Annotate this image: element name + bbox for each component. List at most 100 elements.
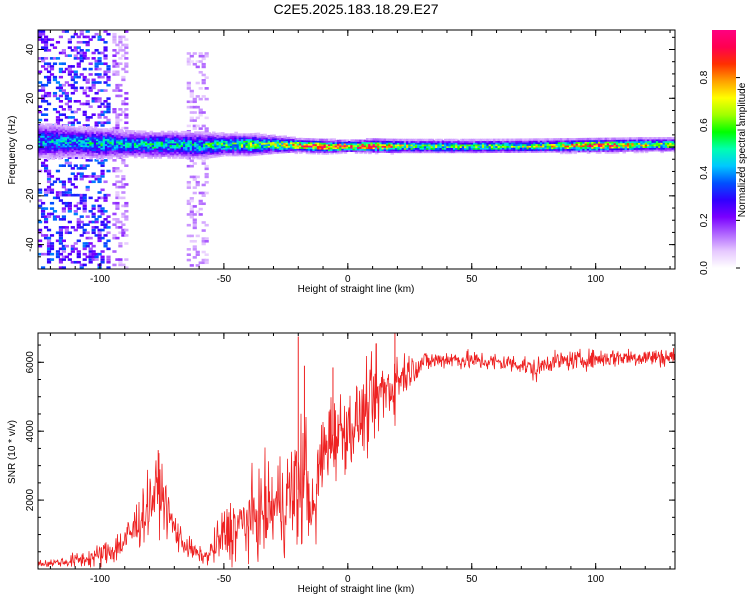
spectrogram-cell	[186, 87, 191, 90]
spectrogram-cell	[192, 256, 197, 259]
spectrogram-cell	[147, 152, 151, 156]
spectrogram-cell	[64, 255, 69, 259]
spectrogram-cell	[191, 141, 196, 144]
spectrogram-cell	[613, 144, 618, 147]
spectrogram-cell	[42, 155, 47, 159]
spectrogram-cell	[73, 129, 78, 132]
spectrogram-cell	[93, 143, 98, 146]
spectrogram-cell	[58, 152, 62, 155]
spectrogram-cell	[466, 140, 470, 143]
spectrogram-cell	[62, 134, 67, 138]
spectrogram-cell	[124, 153, 129, 157]
spectrogram-cell	[53, 135, 58, 138]
spectrogram-cell	[70, 49, 75, 52]
spectrogram-cell	[205, 156, 209, 159]
x-tick-label: 100	[587, 574, 604, 585]
spectrogram-cell	[95, 138, 100, 141]
spectrogram-cell	[95, 131, 100, 135]
spectrogram-cell	[42, 131, 47, 135]
spectrogram-cell	[62, 141, 67, 144]
spectrogram-cell	[252, 136, 256, 139]
spectrogram-cell	[103, 40, 108, 44]
spectrogram-cell	[211, 133, 216, 136]
spectrogram-cell	[186, 199, 191, 203]
spectrogram-cell	[147, 139, 151, 142]
spectrogram-cell	[55, 121, 61, 125]
spectrogram-cell	[254, 153, 258, 156]
spectrogram-cell	[118, 130, 122, 133]
spectrogram-cell	[169, 139, 174, 142]
spectrogram-cell	[330, 146, 334, 150]
spectrogram-cell	[209, 136, 214, 140]
spectrogram-cell	[506, 138, 511, 141]
spectrogram-cell	[501, 143, 506, 147]
spectrogram-cell	[644, 142, 649, 145]
spectrogram-cell	[201, 65, 206, 69]
spectrogram-cell	[216, 146, 221, 149]
spectrogram-cell	[477, 143, 482, 147]
spectrogram-cell	[67, 258, 72, 261]
spectrogram-cell	[46, 70, 52, 74]
spectrogram-cell	[118, 108, 123, 111]
spectrogram-cell	[539, 145, 544, 148]
spectrogram-cell	[76, 57, 81, 60]
spectrogram-cell	[145, 144, 149, 147]
spectrogram-cell	[98, 136, 102, 140]
spectrogram-cell	[653, 140, 658, 143]
spectrogram-cell	[408, 150, 412, 154]
spectrogram-cell	[93, 128, 98, 131]
spectrogram-cell	[669, 137, 673, 140]
spectrogram-cell	[38, 188, 43, 192]
spectrogram-cell	[365, 143, 370, 146]
spectrogram-cell	[89, 146, 93, 150]
spectrogram-cell	[121, 212, 126, 216]
spectrogram-cell	[43, 215, 49, 218]
spectrogram-cell	[151, 151, 156, 154]
spectrogram-cell	[232, 153, 236, 157]
spectrogram-cell	[430, 150, 435, 154]
spectrogram-cell	[493, 142, 497, 145]
spectrogram-cell	[359, 139, 363, 142]
spectrogram-cell	[423, 138, 428, 142]
spectrogram-cell	[423, 150, 428, 154]
spectrogram-cell	[651, 147, 656, 150]
spectrogram-cell	[98, 148, 102, 152]
spectrogram-cell	[633, 142, 638, 145]
spectrogram-cell	[58, 148, 62, 152]
spectrogram-cell	[112, 126, 117, 130]
spectrogram-cell	[423, 143, 428, 147]
spectrogram-cell	[133, 140, 138, 143]
spectrogram-cell	[49, 191, 55, 194]
spectrogram-cell	[269, 143, 274, 146]
spectrogram-cell	[281, 135, 285, 138]
spectrogram-cell	[192, 221, 197, 224]
spectrogram-cell	[401, 138, 406, 142]
spectrogram-cell	[629, 149, 633, 152]
spectrogram-cell	[515, 147, 519, 150]
spectrogram-cell	[115, 86, 120, 90]
spectrogram-cell	[51, 140, 55, 143]
spectrogram-cell	[70, 75, 75, 79]
spectrogram-cell	[209, 148, 214, 152]
spectrogram-cell	[298, 148, 303, 151]
spectrogram-cell	[44, 131, 49, 135]
spectrogram-cell	[450, 149, 455, 152]
spectrogram-cell	[276, 151, 281, 154]
spectrogram-cell	[287, 141, 292, 145]
spectrogram-cell	[75, 129, 80, 132]
spectrogram-cell	[80, 136, 84, 139]
spectrogram-cell	[374, 143, 379, 146]
spectrogram-cell	[38, 228, 43, 232]
spectrogram-cell	[229, 133, 234, 136]
spectrogram-cell	[225, 147, 229, 150]
spectrogram-cell	[165, 154, 169, 158]
spectrogram-cell	[379, 143, 383, 146]
spectrogram-cell	[452, 143, 457, 147]
spectrogram-cell	[403, 143, 408, 147]
spectrogram-cell	[591, 142, 595, 146]
spectrogram-cell	[120, 154, 125, 157]
spectrogram-cell	[339, 149, 343, 153]
spectrogram-cell	[46, 78, 52, 82]
spectrogram-cell	[388, 148, 392, 152]
spectrogram-cell	[42, 150, 47, 154]
